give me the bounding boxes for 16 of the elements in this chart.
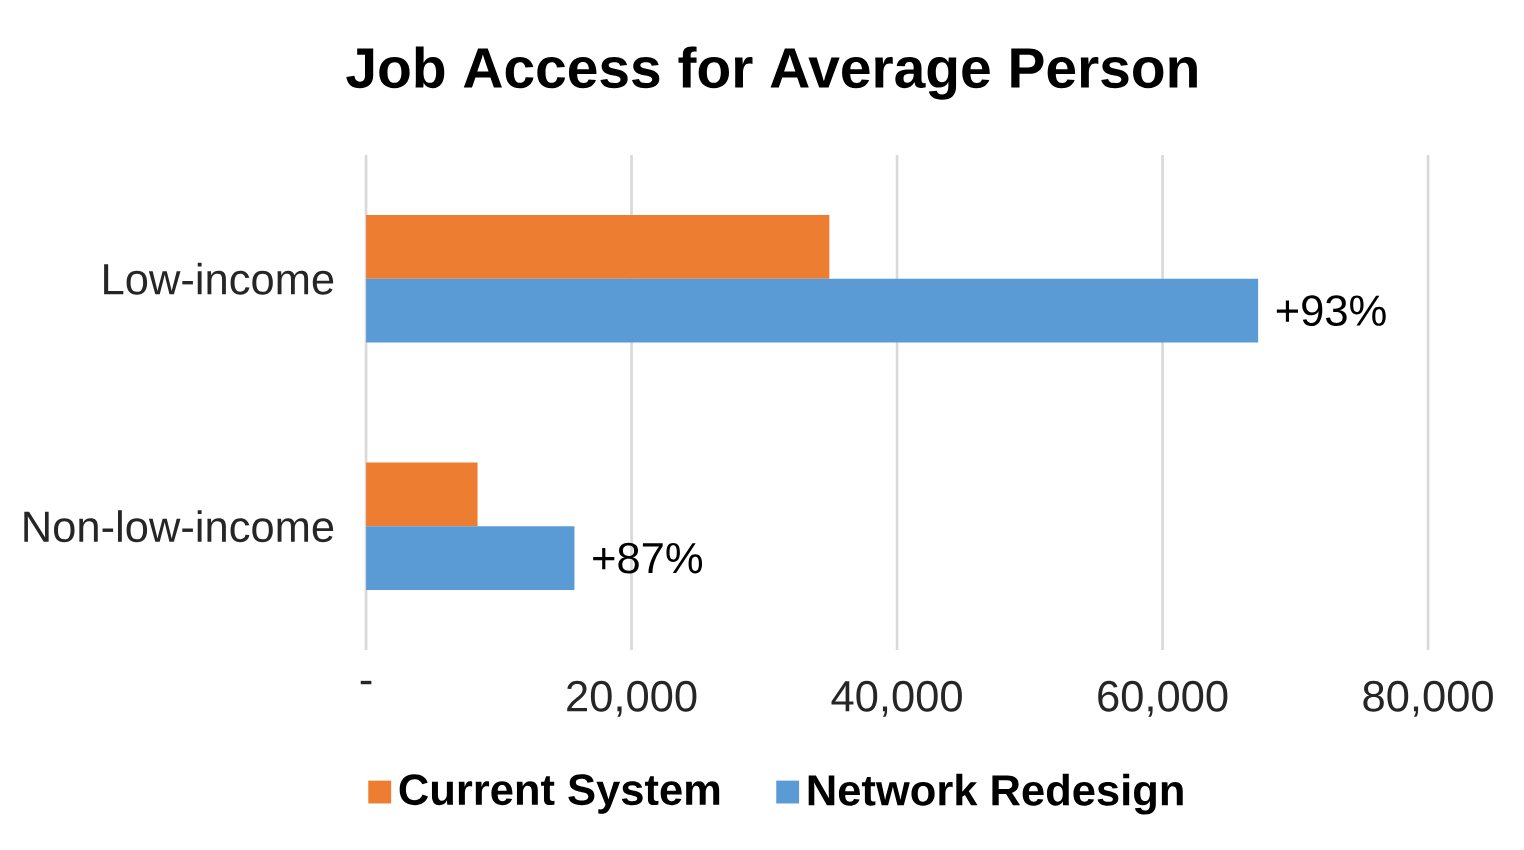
bar — [366, 278, 1259, 343]
legend-label: Network Redesign — [808, 773, 1183, 815]
annotation: +93% — [1276, 295, 1386, 327]
bar — [366, 526, 575, 591]
legend-label: Current System — [399, 774, 720, 814]
x-tick-label: 60,000 — [1098, 680, 1228, 717]
x-tick-label: - — [360, 680, 372, 685]
y-tick-label: Low-income — [104, 262, 334, 295]
x-tick-label: 20,000 — [567, 680, 697, 717]
annotation: +87% — [593, 542, 703, 574]
bar — [366, 214, 830, 279]
y-tick-label: Non-low-income — [24, 510, 334, 543]
chart-title: Job Access for Average Person — [346, 46, 1197, 100]
bar — [366, 462, 478, 527]
x-tick-label: 40,000 — [831, 680, 962, 717]
x-tick-label: 80,000 — [1363, 680, 1493, 717]
